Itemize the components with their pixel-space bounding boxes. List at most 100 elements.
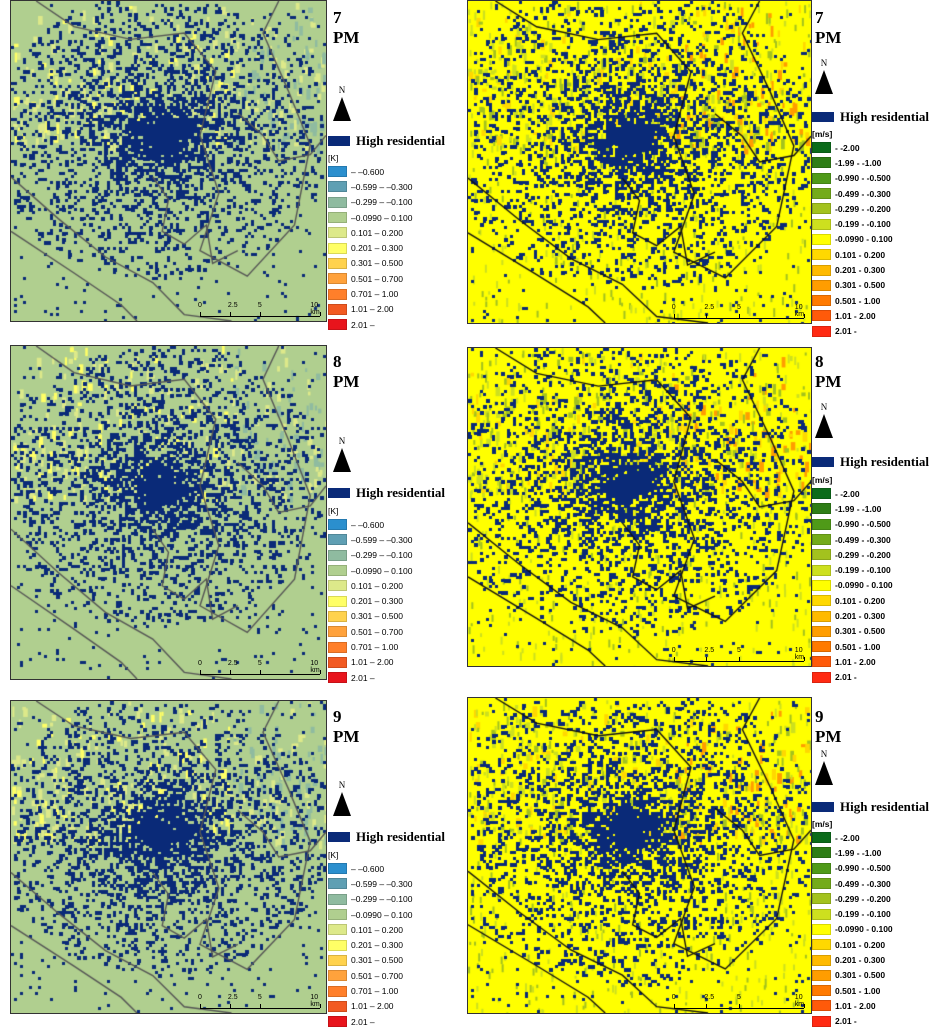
legend-swatch <box>812 969 831 981</box>
legend-item: 0.301 - 0.500 <box>812 278 893 293</box>
legend-item: 1.01 – 2.00 <box>328 655 412 670</box>
legend-label: 1.01 - 2.00 <box>835 1000 876 1011</box>
scale-bar: 0 2.5 5 10 km <box>672 994 806 1009</box>
wind-legend: [m/s] - -2.00 -1.99 - -1.00 -0.990 - -0.50… <box>812 128 893 339</box>
legend-label: 0.501 – 0.700 <box>351 273 403 284</box>
raster-map <box>468 1 811 323</box>
legend-swatch <box>812 893 831 905</box>
legend-swatch <box>328 549 347 561</box>
north-arrow-icon: N <box>330 780 354 816</box>
temperature-legend: [K] – –0.600 –0.599 – –0.300 –0.299 – –0.10… <box>328 849 412 1029</box>
legend-label: 1.01 – 2.00 <box>351 304 394 315</box>
legend-label: - -2.00 <box>835 832 860 843</box>
legend-swatch <box>328 565 347 577</box>
legend-item: 0.101 – 0.200 <box>328 922 412 937</box>
legend-item: 0.501 - 1.00 <box>812 639 893 654</box>
scale-tick <box>804 657 806 661</box>
legend-item: –0.299 – –0.100 <box>328 892 412 907</box>
scale-tick <box>319 1004 321 1008</box>
legend-swatch <box>812 188 831 200</box>
legend-label: 0.301 - 0.500 <box>835 280 886 291</box>
legend-label: -0.499 - -0.300 <box>835 188 891 199</box>
legend-swatch <box>812 549 831 561</box>
legend-item: -0.299 - -0.200 <box>812 201 893 216</box>
map-image: 0 2.5 5 10 km <box>467 347 812 667</box>
legend-label: 0.701 – 1.00 <box>351 642 399 653</box>
legend-label: -0.0990 - 0.100 <box>835 924 893 935</box>
legend-label: -0.199 - -0.100 <box>835 909 891 920</box>
legend-label: – –0.600 <box>351 166 385 177</box>
legend-label: 2.01 – <box>351 1016 375 1027</box>
temperature-legend: [K] – –0.600 –0.599 – –0.300 –0.299 – –0.10… <box>328 152 412 332</box>
legend-swatch <box>328 181 347 193</box>
north-label: N <box>338 85 346 95</box>
legend-label: –0.0990 – 0.100 <box>351 212 413 223</box>
legend-swatch <box>328 303 347 315</box>
time-title: 7 PM <box>815 8 842 47</box>
legend-label: 2.01 - <box>835 326 857 337</box>
legend-item: -0.990 - -0.500 <box>812 171 893 186</box>
legend-swatch <box>328 319 347 331</box>
scale-label: 10 km <box>794 647 805 661</box>
legend-item: 0.301 – 0.500 <box>328 609 412 624</box>
legend-label: 0.101 – 0.200 <box>351 580 403 591</box>
legend-swatch <box>328 288 347 300</box>
legend-swatch <box>328 1000 347 1012</box>
scale-tick <box>673 1004 675 1008</box>
legend-swatch <box>812 142 831 154</box>
legend-swatch <box>328 1016 347 1028</box>
legend-swatch <box>812 295 831 307</box>
legend-swatch <box>328 832 350 842</box>
scale-tick <box>229 670 231 674</box>
legend-label: 2.01 - <box>835 1016 857 1027</box>
legend-item: –0.299 – –0.100 <box>328 195 412 210</box>
legend-label: 0.101 – 0.200 <box>351 924 403 935</box>
legend-item: -0.499 - -0.300 <box>812 876 893 891</box>
legend-swatch <box>812 325 831 337</box>
legend-swatch <box>812 203 831 215</box>
legend-label: 0.201 – 0.300 <box>351 940 403 951</box>
legend-swatch <box>812 641 831 653</box>
legend-swatch <box>328 878 347 890</box>
legend-item: –0.299 – –0.100 <box>328 548 412 563</box>
legend-item: -0.0990 - 0.100 <box>812 922 893 937</box>
legend-label: High residential <box>840 454 929 469</box>
legend-item: – –0.600 <box>328 517 412 532</box>
legend-label: -1.99 - -1.00 <box>835 847 882 858</box>
legend-label: -0.990 - -0.500 <box>835 173 891 184</box>
legend-swatch <box>812 954 831 966</box>
legend-label: High residential <box>840 799 929 814</box>
legend-label: -0.499 - -0.300 <box>835 878 891 889</box>
legend-swatch <box>328 242 347 254</box>
north-label: N <box>820 58 828 68</box>
legend-swatch <box>328 672 347 684</box>
legend-item: 0.101 - 0.200 <box>812 937 893 952</box>
high-residential-legend: High residential <box>812 454 929 470</box>
scale-tick <box>200 1004 201 1008</box>
legend-swatch <box>812 249 831 261</box>
legend-item: -0.990 - -0.500 <box>812 861 893 876</box>
legend-label: 1.01 – 2.00 <box>351 1001 394 1012</box>
legend-label: 0.301 – 0.500 <box>351 611 403 622</box>
legend-item: 0.201 - 0.300 <box>812 952 893 967</box>
legend-swatch <box>812 625 831 637</box>
legend-label: -0.990 - -0.500 <box>835 863 891 874</box>
legend-item: –0.599 – –0.300 <box>328 876 412 891</box>
scale-label: 0 <box>198 660 202 667</box>
legend-swatch <box>812 985 831 997</box>
legend-swatch <box>812 488 831 500</box>
legend-swatch <box>328 626 347 638</box>
scale-label: 2.5 <box>227 302 238 309</box>
legend-label: - -2.00 <box>835 142 860 153</box>
legend-item: – –0.600 <box>328 861 412 876</box>
north-arrow-icon: N <box>330 85 354 121</box>
legend-item: 2.01 - <box>812 324 893 339</box>
legend-item: -1.99 - -1.00 <box>812 155 893 170</box>
north-label: N <box>820 749 828 759</box>
arrow-icon <box>333 448 351 472</box>
legend-label: -0.199 - -0.100 <box>835 565 891 576</box>
raster-map <box>468 698 811 1013</box>
legend-swatch <box>812 1000 831 1012</box>
legend-label: -0.990 - -0.500 <box>835 519 891 530</box>
legend-swatch <box>812 595 831 607</box>
